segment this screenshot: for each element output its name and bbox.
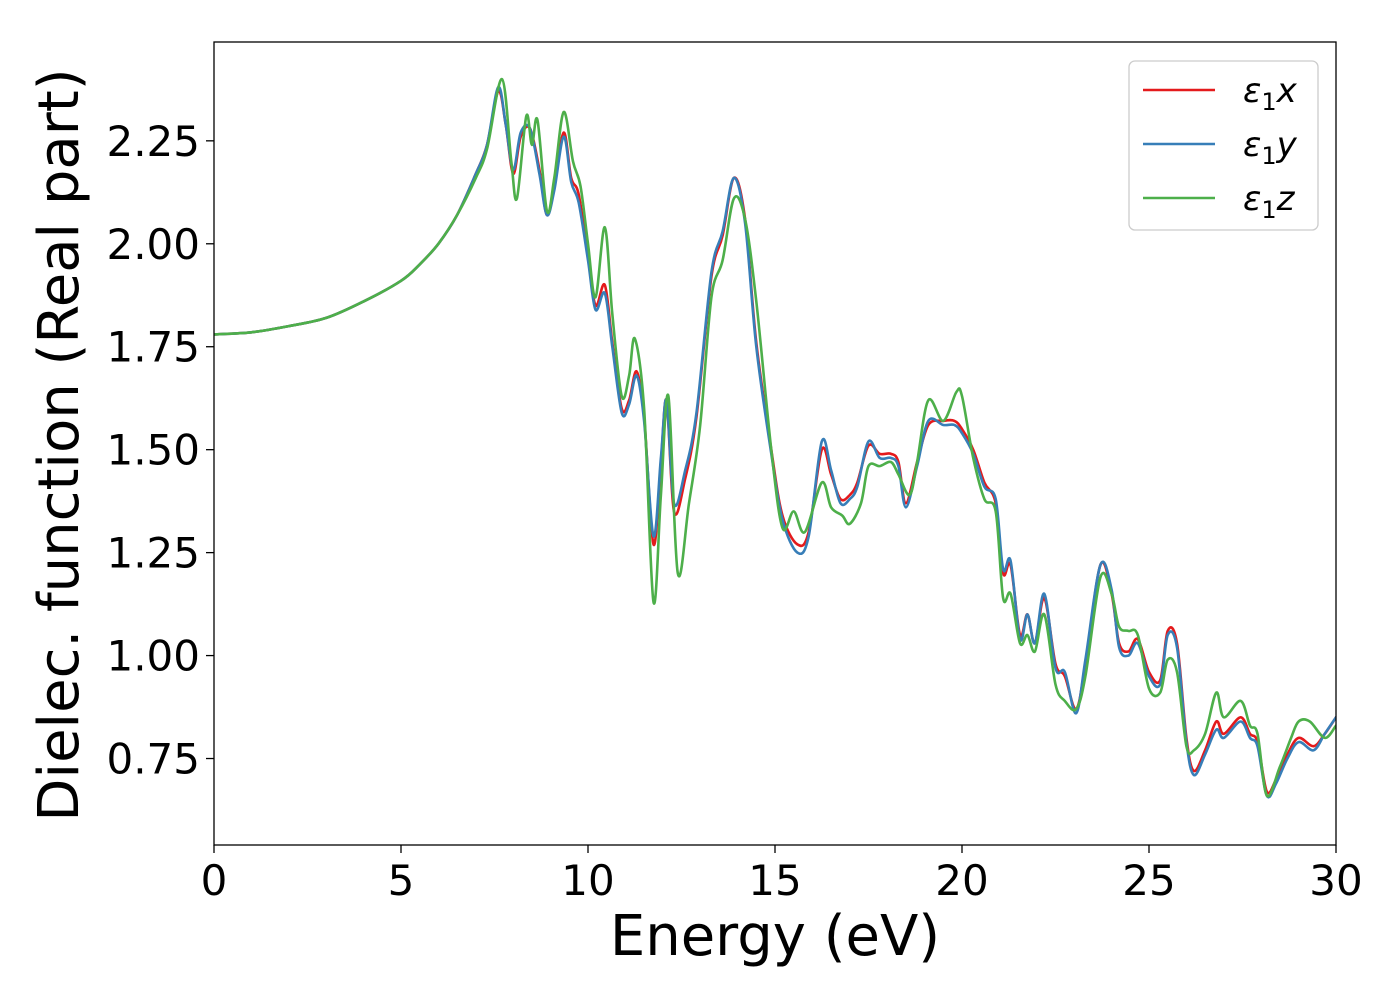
legend-symbol: ε — [1243, 71, 1261, 111]
series-layer — [214, 77, 1336, 799]
x-tick-label: 30 — [1309, 856, 1362, 905]
legend-symbol: ε — [1243, 179, 1261, 219]
legend-box — [1128, 60, 1319, 231]
x-tick-label: 0 — [201, 856, 228, 905]
y-tick-label: 1.25 — [106, 529, 200, 578]
y-tick-label: 0.75 — [106, 735, 200, 784]
series-line-y — [214, 85, 1336, 799]
y-tick-label: 1.75 — [106, 323, 200, 372]
legend-entry-z: ε1z — [1243, 179, 1296, 224]
legend-subscript: 1 — [1261, 196, 1276, 224]
legend-entry-x: ε1x — [1243, 71, 1298, 116]
legend-symbol: ε — [1243, 125, 1261, 165]
x-tick-label: 25 — [1122, 856, 1175, 905]
y-tick-label: 1.00 — [106, 632, 200, 681]
y-tick-label: 2.25 — [106, 117, 200, 166]
y-tick-label: 2.00 — [106, 220, 200, 269]
x-axis: 0 5 10 15 20 25 30 — [201, 845, 1363, 905]
legend-variable: x — [1276, 71, 1298, 111]
legend-subscript: 1 — [1261, 142, 1276, 170]
x-tick-label: 20 — [935, 856, 988, 905]
legend-variable: z — [1276, 179, 1296, 219]
y-tick-label: 1.50 — [106, 426, 200, 475]
x-tick-label: 15 — [748, 856, 801, 905]
legend-variable: y — [1276, 125, 1298, 165]
y-axis: 0.75 1.00 1.25 1.50 1.75 2.00 2.25 — [106, 117, 214, 784]
y-axis-label: Dielec. function (Real part) — [27, 68, 92, 821]
x-tick-label: 5 — [388, 856, 415, 905]
series-line-z — [214, 77, 1336, 798]
x-tick-label: 10 — [561, 856, 614, 905]
legend-subscript: 1 — [1261, 88, 1276, 116]
legend-entry-y: ε1y — [1243, 125, 1298, 170]
x-axis-label: Energy (eV) — [610, 904, 940, 969]
